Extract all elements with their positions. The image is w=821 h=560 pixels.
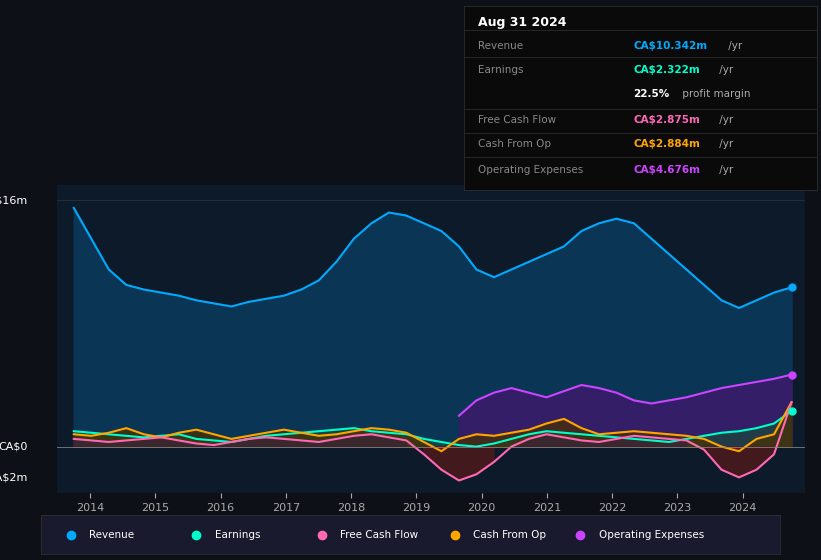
Text: Earnings: Earnings	[215, 530, 260, 540]
Text: profit margin: profit margin	[679, 89, 750, 99]
Text: CA$0: CA$0	[0, 442, 28, 451]
Text: CA$4.676m: CA$4.676m	[633, 165, 700, 175]
Text: CA$2.884m: CA$2.884m	[633, 139, 700, 149]
Text: Free Cash Flow: Free Cash Flow	[478, 115, 556, 125]
Text: Earnings: Earnings	[478, 66, 524, 75]
Text: Revenue: Revenue	[89, 530, 134, 540]
Text: CA$2.322m: CA$2.322m	[633, 66, 700, 75]
Text: CA$10.342m: CA$10.342m	[633, 41, 708, 52]
Text: -CA$2m: -CA$2m	[0, 473, 28, 482]
Text: Operating Expenses: Operating Expenses	[478, 165, 583, 175]
Text: Free Cash Flow: Free Cash Flow	[341, 530, 419, 540]
Text: /yr: /yr	[716, 139, 733, 149]
Text: Aug 31 2024: Aug 31 2024	[478, 16, 566, 29]
Text: Cash From Op: Cash From Op	[478, 139, 551, 149]
Text: 22.5%: 22.5%	[633, 89, 670, 99]
Text: /yr: /yr	[725, 41, 742, 52]
Text: CA$16m: CA$16m	[0, 195, 28, 205]
Text: /yr: /yr	[716, 115, 733, 125]
Text: /yr: /yr	[716, 165, 733, 175]
Text: Revenue: Revenue	[478, 41, 523, 52]
Text: Cash From Op: Cash From Op	[474, 530, 546, 540]
Text: Operating Expenses: Operating Expenses	[599, 530, 704, 540]
Text: CA$2.875m: CA$2.875m	[633, 115, 700, 125]
Text: /yr: /yr	[716, 66, 733, 75]
